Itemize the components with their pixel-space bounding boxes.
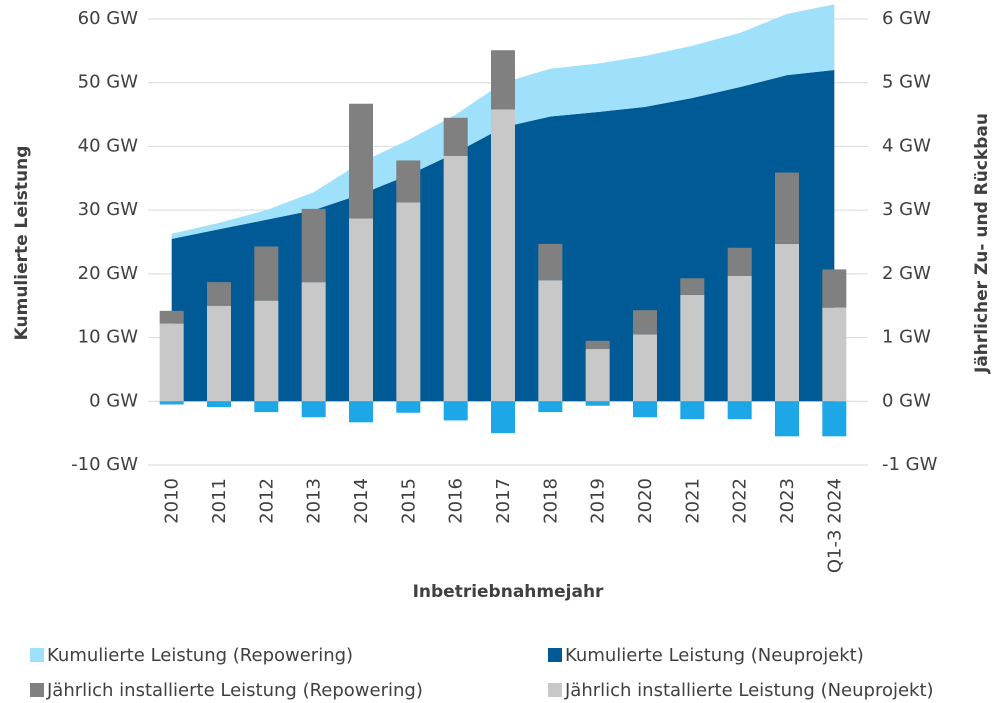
bar [727, 401, 752, 420]
bar [633, 334, 657, 402]
bar [775, 172, 799, 244]
y2-tick-label: 4 GW [882, 135, 931, 156]
x-tick-label: 2018 [540, 478, 561, 524]
bar [254, 246, 279, 301]
y2-tick-label: 0 GW [882, 390, 931, 411]
x-tick-label: 2014 [351, 478, 372, 524]
bar [680, 278, 705, 295]
y-tick-label: -10 GW [71, 454, 138, 475]
bar [396, 160, 421, 203]
legend-label: Kumulierte Leistung (Neuprojekt) [565, 645, 864, 666]
x-tick-label: 2010 [162, 478, 183, 524]
bar [633, 310, 657, 335]
y2-tick-label: 1 GW [882, 327, 931, 348]
bar [349, 103, 373, 219]
y-tick-label: 60 GW [78, 8, 139, 29]
bar [396, 401, 421, 413]
y-tick-label: 40 GW [78, 135, 139, 156]
bar [822, 401, 847, 437]
bar [301, 282, 326, 402]
bar [443, 117, 468, 156]
bar [491, 401, 515, 434]
y2-tick-label: -1 GW [882, 454, 938, 475]
bar [349, 401, 373, 423]
bar [538, 280, 563, 402]
bar [585, 401, 610, 406]
bar [538, 243, 563, 281]
y-tick-label: 50 GW [78, 72, 139, 93]
bar [585, 349, 610, 402]
bar [822, 307, 847, 402]
x-tick-label: 2011 [209, 478, 230, 524]
x-tick-label: 2022 [730, 478, 751, 524]
legend-swatch [548, 648, 562, 662]
bar [349, 218, 373, 402]
y-tick-label: 0 GW [89, 390, 138, 411]
x-tick-label: 2017 [493, 478, 514, 524]
bar [254, 300, 279, 402]
y-tick-label: 20 GW [78, 263, 139, 284]
bar [301, 401, 326, 418]
bar [159, 310, 184, 324]
x-axis-label: Inbetriebnahmejahr [413, 582, 604, 602]
bar [207, 401, 231, 408]
x-tick-label: 2015 [398, 478, 419, 524]
bar [585, 340, 610, 350]
bar [396, 202, 421, 402]
x-tick-label: 2023 [777, 478, 798, 524]
y2-tick-label: 6 GW [882, 8, 931, 29]
x-tick-label: 2019 [588, 478, 609, 524]
legend-label: Jährlich installierte Leistung (Repoweri… [46, 680, 423, 701]
y2-tick-label: 2 GW [882, 263, 931, 284]
x-tick-label: 2016 [446, 478, 467, 524]
bar [775, 401, 799, 437]
legend-swatch [30, 683, 44, 697]
y-tick-label: 30 GW [78, 199, 139, 220]
y-axis-label: Kumulierte Leistung [12, 146, 32, 341]
bar [301, 208, 326, 283]
y2-tick-label: 3 GW [882, 199, 931, 220]
legend-label: Kumulierte Leistung (Repowering) [47, 645, 353, 666]
bar [254, 401, 279, 413]
legend-swatch [548, 683, 562, 697]
bar [159, 323, 184, 402]
bar [727, 247, 752, 276]
bar [680, 294, 705, 402]
bar [680, 401, 705, 420]
bar [491, 109, 515, 402]
y2-axis-label: Jährlicher Zu- und Rückbau [972, 113, 992, 374]
bar [491, 50, 515, 110]
y-tick-label: 10 GW [78, 327, 139, 348]
bar [443, 155, 468, 402]
bar [633, 401, 657, 418]
bar [822, 269, 847, 308]
x-tick-label: 2013 [304, 478, 325, 524]
x-tick-label: 2021 [682, 478, 703, 524]
bar [207, 282, 231, 306]
x-tick-label: 2012 [256, 478, 277, 524]
bar [727, 275, 752, 402]
bar [207, 305, 231, 402]
bar [775, 243, 799, 402]
x-tick-label: Q1-3 2024 [824, 478, 845, 573]
bar [443, 401, 468, 421]
bar [538, 401, 563, 413]
x-tick-label: 2020 [635, 478, 656, 524]
y2-tick-label: 5 GW [882, 72, 931, 93]
legend-swatch [30, 648, 44, 662]
legend-label: Jährlich installierte Leistung (Neuproje… [564, 680, 934, 701]
bar [159, 401, 184, 405]
